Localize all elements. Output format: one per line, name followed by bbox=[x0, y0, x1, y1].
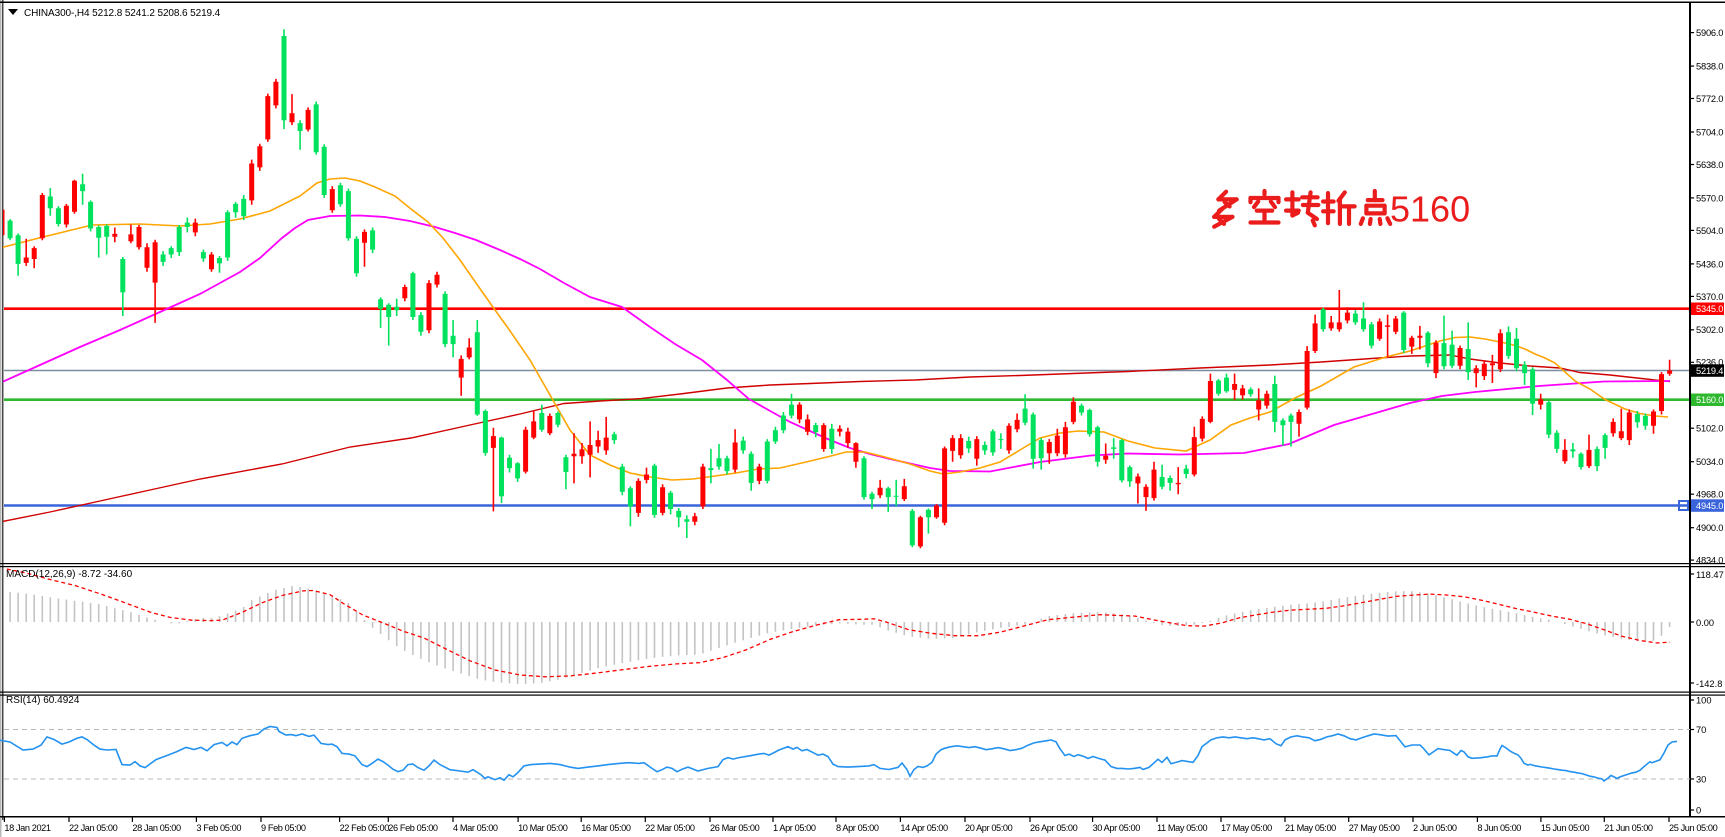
svg-text:22 Jan 05:00: 22 Jan 05:00 bbox=[69, 823, 118, 833]
svg-text:5838.0: 5838.0 bbox=[1696, 62, 1723, 72]
svg-text:5160.0: 5160.0 bbox=[1696, 395, 1723, 405]
svg-text:15 Jun 05:00: 15 Jun 05:00 bbox=[1541, 823, 1590, 833]
svg-text:4834.0: 4834.0 bbox=[1696, 556, 1723, 566]
svg-text:9 Feb 05:00: 9 Feb 05:00 bbox=[261, 823, 306, 833]
svg-text:70: 70 bbox=[1696, 725, 1706, 735]
svg-text:21 May 05:00: 21 May 05:00 bbox=[1285, 823, 1336, 833]
svg-text:26 Feb 05:00: 26 Feb 05:00 bbox=[388, 823, 438, 833]
svg-text:5236.0: 5236.0 bbox=[1696, 358, 1723, 368]
svg-text:5570.0: 5570.0 bbox=[1696, 193, 1723, 203]
svg-text:16 Mar 05:00: 16 Mar 05:00 bbox=[581, 823, 631, 833]
svg-text:5034.0: 5034.0 bbox=[1696, 457, 1723, 467]
svg-text:21 Jun 05:00: 21 Jun 05:00 bbox=[1604, 823, 1653, 833]
svg-text:4900.0: 4900.0 bbox=[1696, 523, 1723, 533]
svg-text:5160: 5160 bbox=[1390, 189, 1470, 230]
svg-text:2 Jun 05:00: 2 Jun 05:00 bbox=[1413, 823, 1457, 833]
svg-text:4945.0: 4945.0 bbox=[1696, 501, 1723, 511]
svg-text:30: 30 bbox=[1696, 774, 1706, 784]
svg-text:10 Mar 05:00: 10 Mar 05:00 bbox=[518, 823, 568, 833]
svg-text:MACD(12,26,9) -8.72 -34.60: MACD(12,26,9) -8.72 -34.60 bbox=[6, 569, 133, 580]
svg-text:20 Apr 05:00: 20 Apr 05:00 bbox=[965, 823, 1013, 833]
svg-text:CHINA300-,H4 5212.8 5241.2 52: CHINA300-,H4 5212.8 5241.2 5208.6 5219.4 bbox=[24, 8, 221, 19]
svg-text:100: 100 bbox=[1696, 695, 1712, 705]
svg-text:1 Apr 05:00: 1 Apr 05:00 bbox=[773, 823, 816, 833]
svg-text:27 May 05:00: 27 May 05:00 bbox=[1349, 823, 1400, 833]
svg-text:0: 0 bbox=[1696, 805, 1701, 815]
svg-text:18 Jan 2021: 18 Jan 2021 bbox=[4, 823, 50, 833]
svg-text:5345.0: 5345.0 bbox=[1696, 304, 1723, 314]
svg-text:5370.0: 5370.0 bbox=[1696, 292, 1723, 302]
svg-text:25 Jun 05:00: 25 Jun 05:00 bbox=[1669, 823, 1718, 833]
svg-text:8 Jun 05:00: 8 Jun 05:00 bbox=[1477, 823, 1521, 833]
svg-text:5102.0: 5102.0 bbox=[1696, 424, 1723, 434]
svg-text:4 Mar 05:00: 4 Mar 05:00 bbox=[453, 823, 498, 833]
svg-text:5906.0: 5906.0 bbox=[1696, 28, 1723, 38]
svg-text:26 Mar 05:00: 26 Mar 05:00 bbox=[710, 823, 760, 833]
svg-text:5704.0: 5704.0 bbox=[1696, 127, 1723, 137]
svg-text:22 Mar 05:00: 22 Mar 05:00 bbox=[645, 823, 695, 833]
svg-text:22 Feb 05:00: 22 Feb 05:00 bbox=[340, 823, 390, 833]
svg-text:28 Jan 05:00: 28 Jan 05:00 bbox=[132, 823, 181, 833]
svg-text:8 Apr 05:00: 8 Apr 05:00 bbox=[836, 823, 879, 833]
svg-text:5638.0: 5638.0 bbox=[1696, 160, 1723, 170]
svg-text:4968.0: 4968.0 bbox=[1696, 490, 1723, 500]
svg-text:26 Apr 05:00: 26 Apr 05:00 bbox=[1030, 823, 1078, 833]
svg-text:5219.4: 5219.4 bbox=[1696, 366, 1723, 376]
svg-text:118.47: 118.47 bbox=[1696, 570, 1724, 580]
svg-text:14 Apr 05:00: 14 Apr 05:00 bbox=[900, 823, 948, 833]
svg-text:17 May 05:00: 17 May 05:00 bbox=[1221, 823, 1272, 833]
svg-text:11 May 05:00: 11 May 05:00 bbox=[1157, 823, 1207, 833]
svg-text:30 Apr 05:00: 30 Apr 05:00 bbox=[1093, 823, 1141, 833]
svg-text:5504.0: 5504.0 bbox=[1696, 226, 1723, 236]
svg-text:-142.8: -142.8 bbox=[1696, 679, 1722, 689]
svg-text:5302.0: 5302.0 bbox=[1696, 325, 1723, 335]
svg-text:0.00: 0.00 bbox=[1696, 618, 1714, 628]
svg-text:RSI(14) 60.4924: RSI(14) 60.4924 bbox=[6, 695, 80, 706]
svg-text:3 Feb 05:00: 3 Feb 05:00 bbox=[196, 823, 241, 833]
svg-text:5436.0: 5436.0 bbox=[1696, 259, 1723, 269]
svg-text:5772.0: 5772.0 bbox=[1696, 94, 1723, 104]
